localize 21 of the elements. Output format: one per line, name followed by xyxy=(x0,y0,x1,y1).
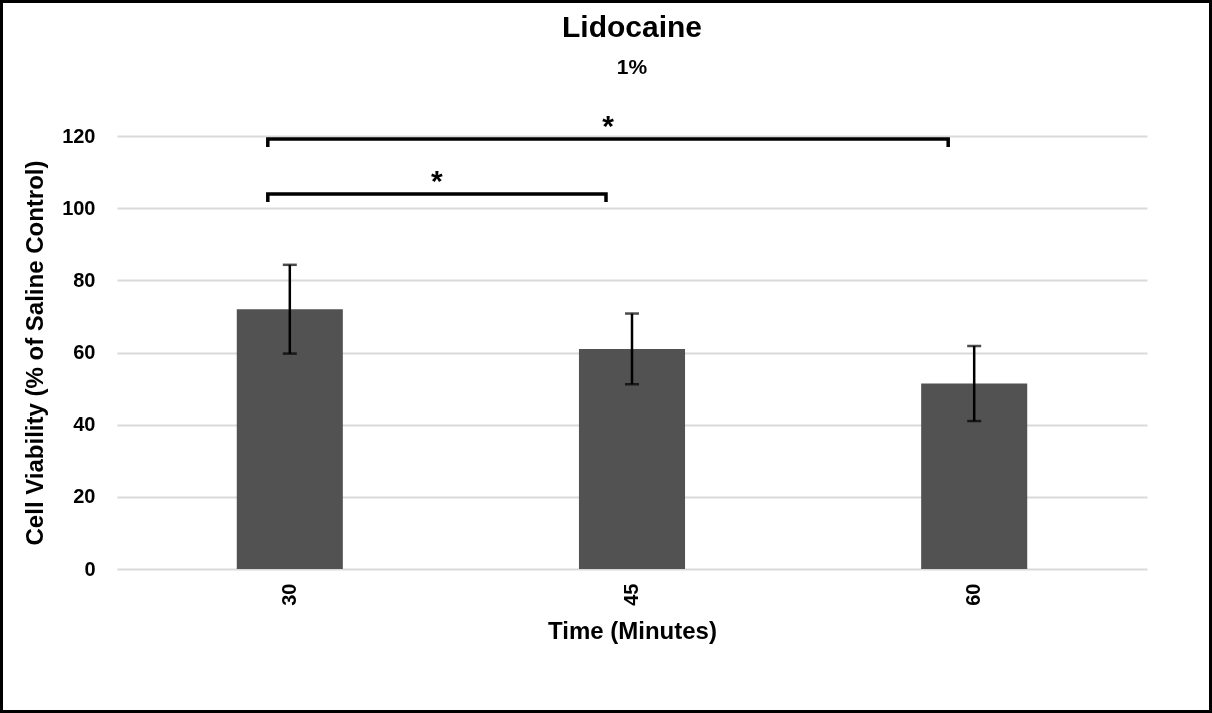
significance-bracket: * xyxy=(266,109,950,147)
y-tick-label: 40 xyxy=(73,413,96,436)
bar xyxy=(578,348,686,569)
chart-subtitle: 1% xyxy=(616,55,648,78)
y-tick-label: 0 xyxy=(84,557,96,580)
y-tick-label: 20 xyxy=(73,485,96,508)
significance-bracket: * xyxy=(266,164,608,202)
x-tick-label: 60 xyxy=(962,583,985,606)
y-tick-label: 60 xyxy=(73,341,96,363)
bar xyxy=(921,383,1028,569)
y-axis-title: Cell Viability (% of Saline Control) xyxy=(21,160,49,546)
y-tick-label: 100 xyxy=(62,196,96,219)
annotation: * xyxy=(602,109,615,142)
x-tick-label: 45 xyxy=(620,583,642,606)
chart-title: Lidocaine xyxy=(561,10,703,43)
y-tick-label: 120 xyxy=(62,124,96,147)
x-axis-title: Time (Minutes) xyxy=(548,616,717,644)
y-tick-label: 80 xyxy=(73,268,96,291)
bar xyxy=(236,309,343,569)
x-tick-label: 30 xyxy=(277,583,300,606)
annotation: * xyxy=(431,164,444,197)
